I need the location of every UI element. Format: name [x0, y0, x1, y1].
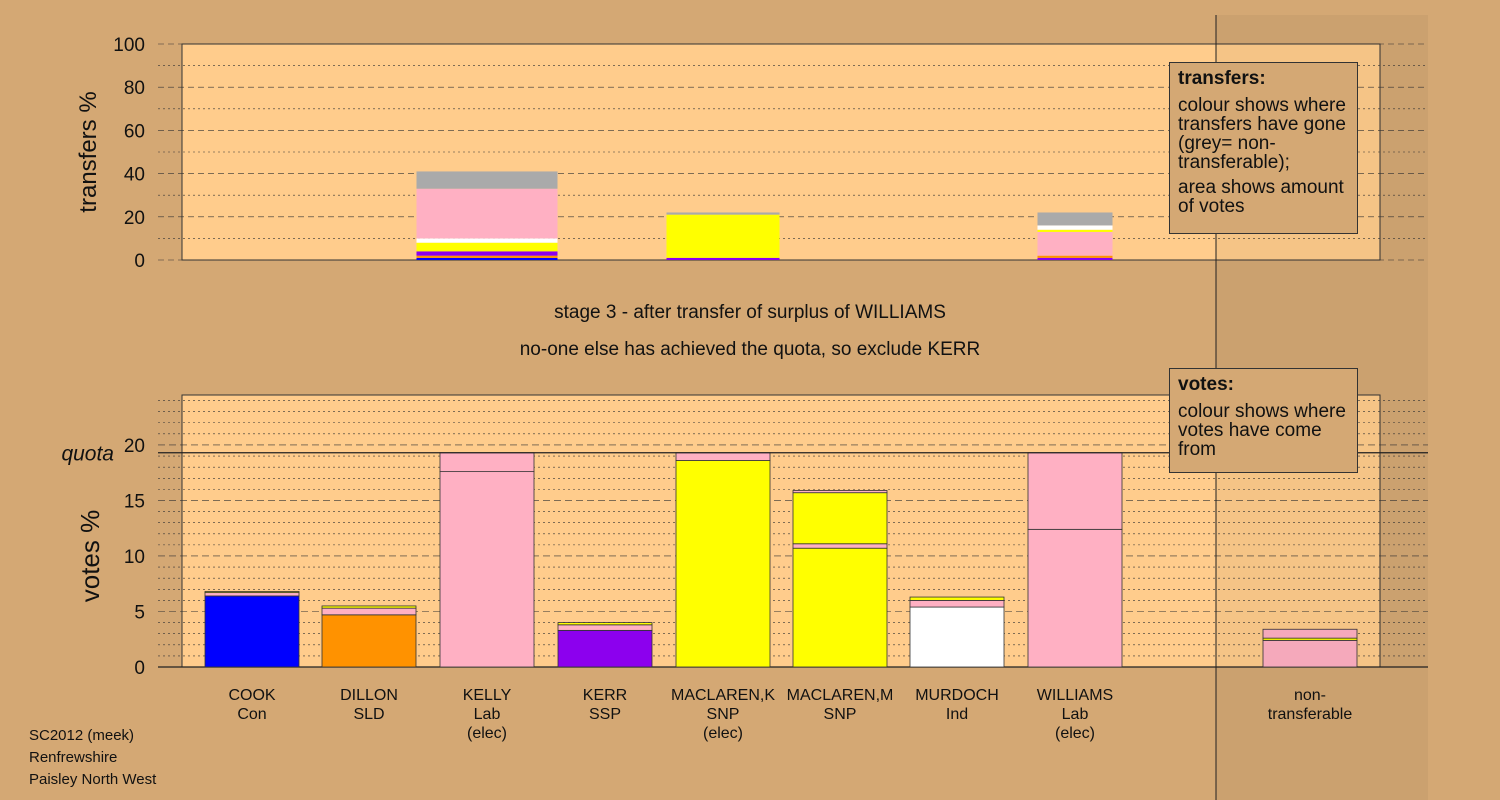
- vote-bar-segment: [557, 622, 653, 626]
- candidate-label: MURDOCH Ind: [915, 687, 999, 723]
- transfers-legend-area-text: area shows amount of votes: [1178, 177, 1344, 217]
- transfer-bar-segment: [416, 188, 558, 239]
- votes-tick-label: 15: [124, 491, 145, 512]
- vote-bar-segment: [204, 592, 300, 597]
- vote-bar-segment: [792, 492, 888, 545]
- vote-bar-segment: [204, 595, 300, 668]
- transfer-bar-segment: [1037, 229, 1113, 232]
- votes-axis-label: votes %: [75, 510, 105, 603]
- exclude-caption: no-one else has achieved the quota, so e…: [519, 339, 981, 360]
- vote-bar-segment: [1262, 639, 1358, 668]
- candidate-label: MACLAREN,K SNP (elec): [670, 687, 776, 742]
- vote-bar-segment: [557, 624, 653, 631]
- votes-tick-label: 5: [134, 602, 145, 623]
- transfer-bar-segment: [1037, 225, 1113, 230]
- candidate-label: COOK Con: [228, 687, 276, 723]
- footer-system: SC2012 (meek): [29, 727, 135, 744]
- transfers-legend: transfers: colour shows where transfers …: [1169, 62, 1358, 234]
- vote-bar-segment: [792, 547, 888, 668]
- stage-caption: stage 3 - after transfer of surplus of W…: [554, 302, 946, 323]
- votes-legend-title: votes:: [1178, 374, 1234, 395]
- vote-bar-segment: [792, 543, 888, 549]
- vote-bar-segment: [1027, 452, 1123, 530]
- votes-tick-label: 0: [134, 658, 145, 679]
- votes-tick-label: 20: [124, 436, 145, 457]
- transfers-legend-title: transfers:: [1178, 68, 1266, 89]
- vote-bar-segment: [909, 599, 1005, 608]
- transfers-tick-label: 60: [124, 121, 145, 142]
- vote-bar-segment: [675, 452, 771, 461]
- votes-legend-text: colour shows where votes have come from: [1178, 401, 1346, 460]
- candidate-label: MACLAREN,M SNP: [786, 687, 894, 723]
- vote-bar-segment: [909, 596, 1005, 601]
- quota-label: quota: [61, 443, 114, 466]
- transfer-bar-segment: [416, 238, 558, 243]
- transfers-axis-label: transfers %: [75, 91, 102, 212]
- footer-council: Renfrewshire: [29, 749, 118, 766]
- vote-bar-segment: [792, 490, 888, 494]
- transfer-bar-segment: [666, 214, 780, 258]
- candidate-label: DILLON SLD: [340, 687, 398, 723]
- vote-bar-segment: [439, 471, 535, 668]
- candidate-label: WILLIAMS Lab (elec): [1036, 687, 1114, 742]
- vote-bar-segment: [675, 460, 771, 668]
- vote-bar-segment: [321, 614, 417, 668]
- transfer-bar-segment: [666, 212, 780, 215]
- candidate-label: KERR SSP: [582, 687, 628, 723]
- transfer-bar-segment: [416, 257, 558, 260]
- vote-bar-segment: [1262, 628, 1358, 639]
- vote-bar-segment: [321, 605, 417, 609]
- candidate-label: KELLY Lab (elec): [462, 687, 512, 742]
- transfer-bar-segment: [416, 171, 558, 189]
- transfers-tick-label: 80: [124, 78, 145, 99]
- vote-bar-segment: [909, 606, 1005, 668]
- transfers-tick-label: 0: [134, 251, 145, 272]
- transfers-tick-label: 100: [113, 35, 145, 56]
- vote-bar-segment: [1027, 528, 1123, 668]
- transfer-bar-segment: [1037, 257, 1113, 260]
- transfers-legend-text: colour shows where transfers have gone (…: [1178, 95, 1346, 173]
- transfer-bar-segment: [416, 242, 558, 252]
- transfer-bar-segment: [416, 255, 558, 258]
- transfers-tick-label: 40: [124, 165, 145, 186]
- transfer-bar-segment: [1037, 231, 1113, 256]
- transfer-bar-segment: [416, 251, 558, 256]
- transfer-bar-segment: [666, 257, 780, 260]
- vote-bar-segment: [204, 591, 300, 594]
- candidate-label: non-transferable: [1267, 687, 1353, 723]
- vote-bar-segment: [557, 629, 653, 668]
- vote-bar-segment: [439, 452, 535, 473]
- votes-legend: votes: colour shows where votes have com…: [1169, 368, 1358, 473]
- vote-bar-segment: [321, 607, 417, 616]
- transfer-bar-segment: [1037, 212, 1113, 226]
- transfer-bar-segment: [1037, 255, 1113, 258]
- transfers-tick-label: 20: [124, 208, 145, 229]
- votes-tick-label: 10: [124, 547, 145, 568]
- footer-ward: Paisley North West: [29, 771, 157, 788]
